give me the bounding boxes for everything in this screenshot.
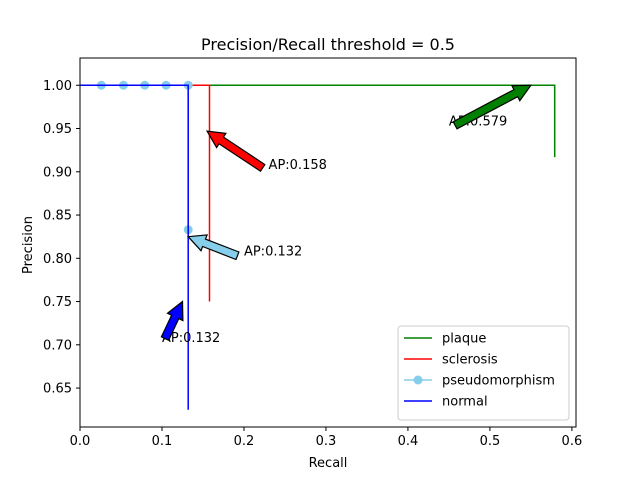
x-tick-label: 0.2: [234, 434, 255, 449]
x-tick-label: 0.0: [70, 434, 91, 449]
y-tick-label: 1.00: [43, 79, 72, 94]
x-tick-label: 0.4: [398, 434, 419, 449]
y-axis-label: Precision: [21, 216, 36, 274]
ap-label-normal: AP:0.132: [162, 331, 220, 346]
ap-arrow-sclerosis: [205, 130, 266, 173]
x-axis-label: Recall: [309, 456, 348, 471]
ap-label-pseudomorphism: AP:0.132: [244, 244, 302, 259]
x-tick-label: 0.3: [316, 434, 337, 449]
legend-box: [397, 325, 570, 421]
axes-frame: [79, 57, 577, 428]
ap-label-sclerosis: AP:0.158: [269, 158, 327, 173]
y-tick-label: 0.70: [43, 338, 72, 353]
legend-label-normal: normal: [442, 395, 488, 410]
y-tick-label: 0.65: [43, 382, 72, 397]
plot-area: [79, 57, 577, 428]
ap-arrow-plaque: [452, 84, 533, 130]
legend-label-sclerosis: sclerosis: [442, 353, 498, 368]
y-tick-label: 0.85: [43, 209, 72, 224]
ap-arrow-normal: [160, 300, 184, 341]
legend-label-plaque: plaque: [442, 332, 486, 347]
axis-ticks: 0.0 0.1 0.2 0.3 0.4 0.5 0.6 0.65 0.70 0.75 0.80 0.8…: [43, 79, 582, 449]
x-tick-label: 0.1: [152, 434, 173, 449]
y-tick-label: 0.75: [43, 295, 72, 310]
x-tick-label: 0.6: [562, 434, 583, 449]
legend: plaque sclerosis pseudomorphism normal: [397, 325, 570, 421]
chart-title: Precision/Recall threshold = 0.5: [201, 35, 455, 54]
series-line-plaque: [80, 84, 556, 158]
y-tick-label: 0.95: [43, 122, 72, 137]
legend-marker-pseudomorphism: [413, 375, 423, 385]
legend-label-pseudomorphism: pseudomorphism: [442, 374, 555, 389]
y-tick-label: 0.80: [43, 252, 72, 267]
x-tick-label: 0.5: [480, 434, 501, 449]
series-line-normal: [80, 84, 189, 410]
y-tick-label: 0.90: [43, 165, 72, 180]
ap-arrow-pseudomorphism: [186, 234, 240, 261]
